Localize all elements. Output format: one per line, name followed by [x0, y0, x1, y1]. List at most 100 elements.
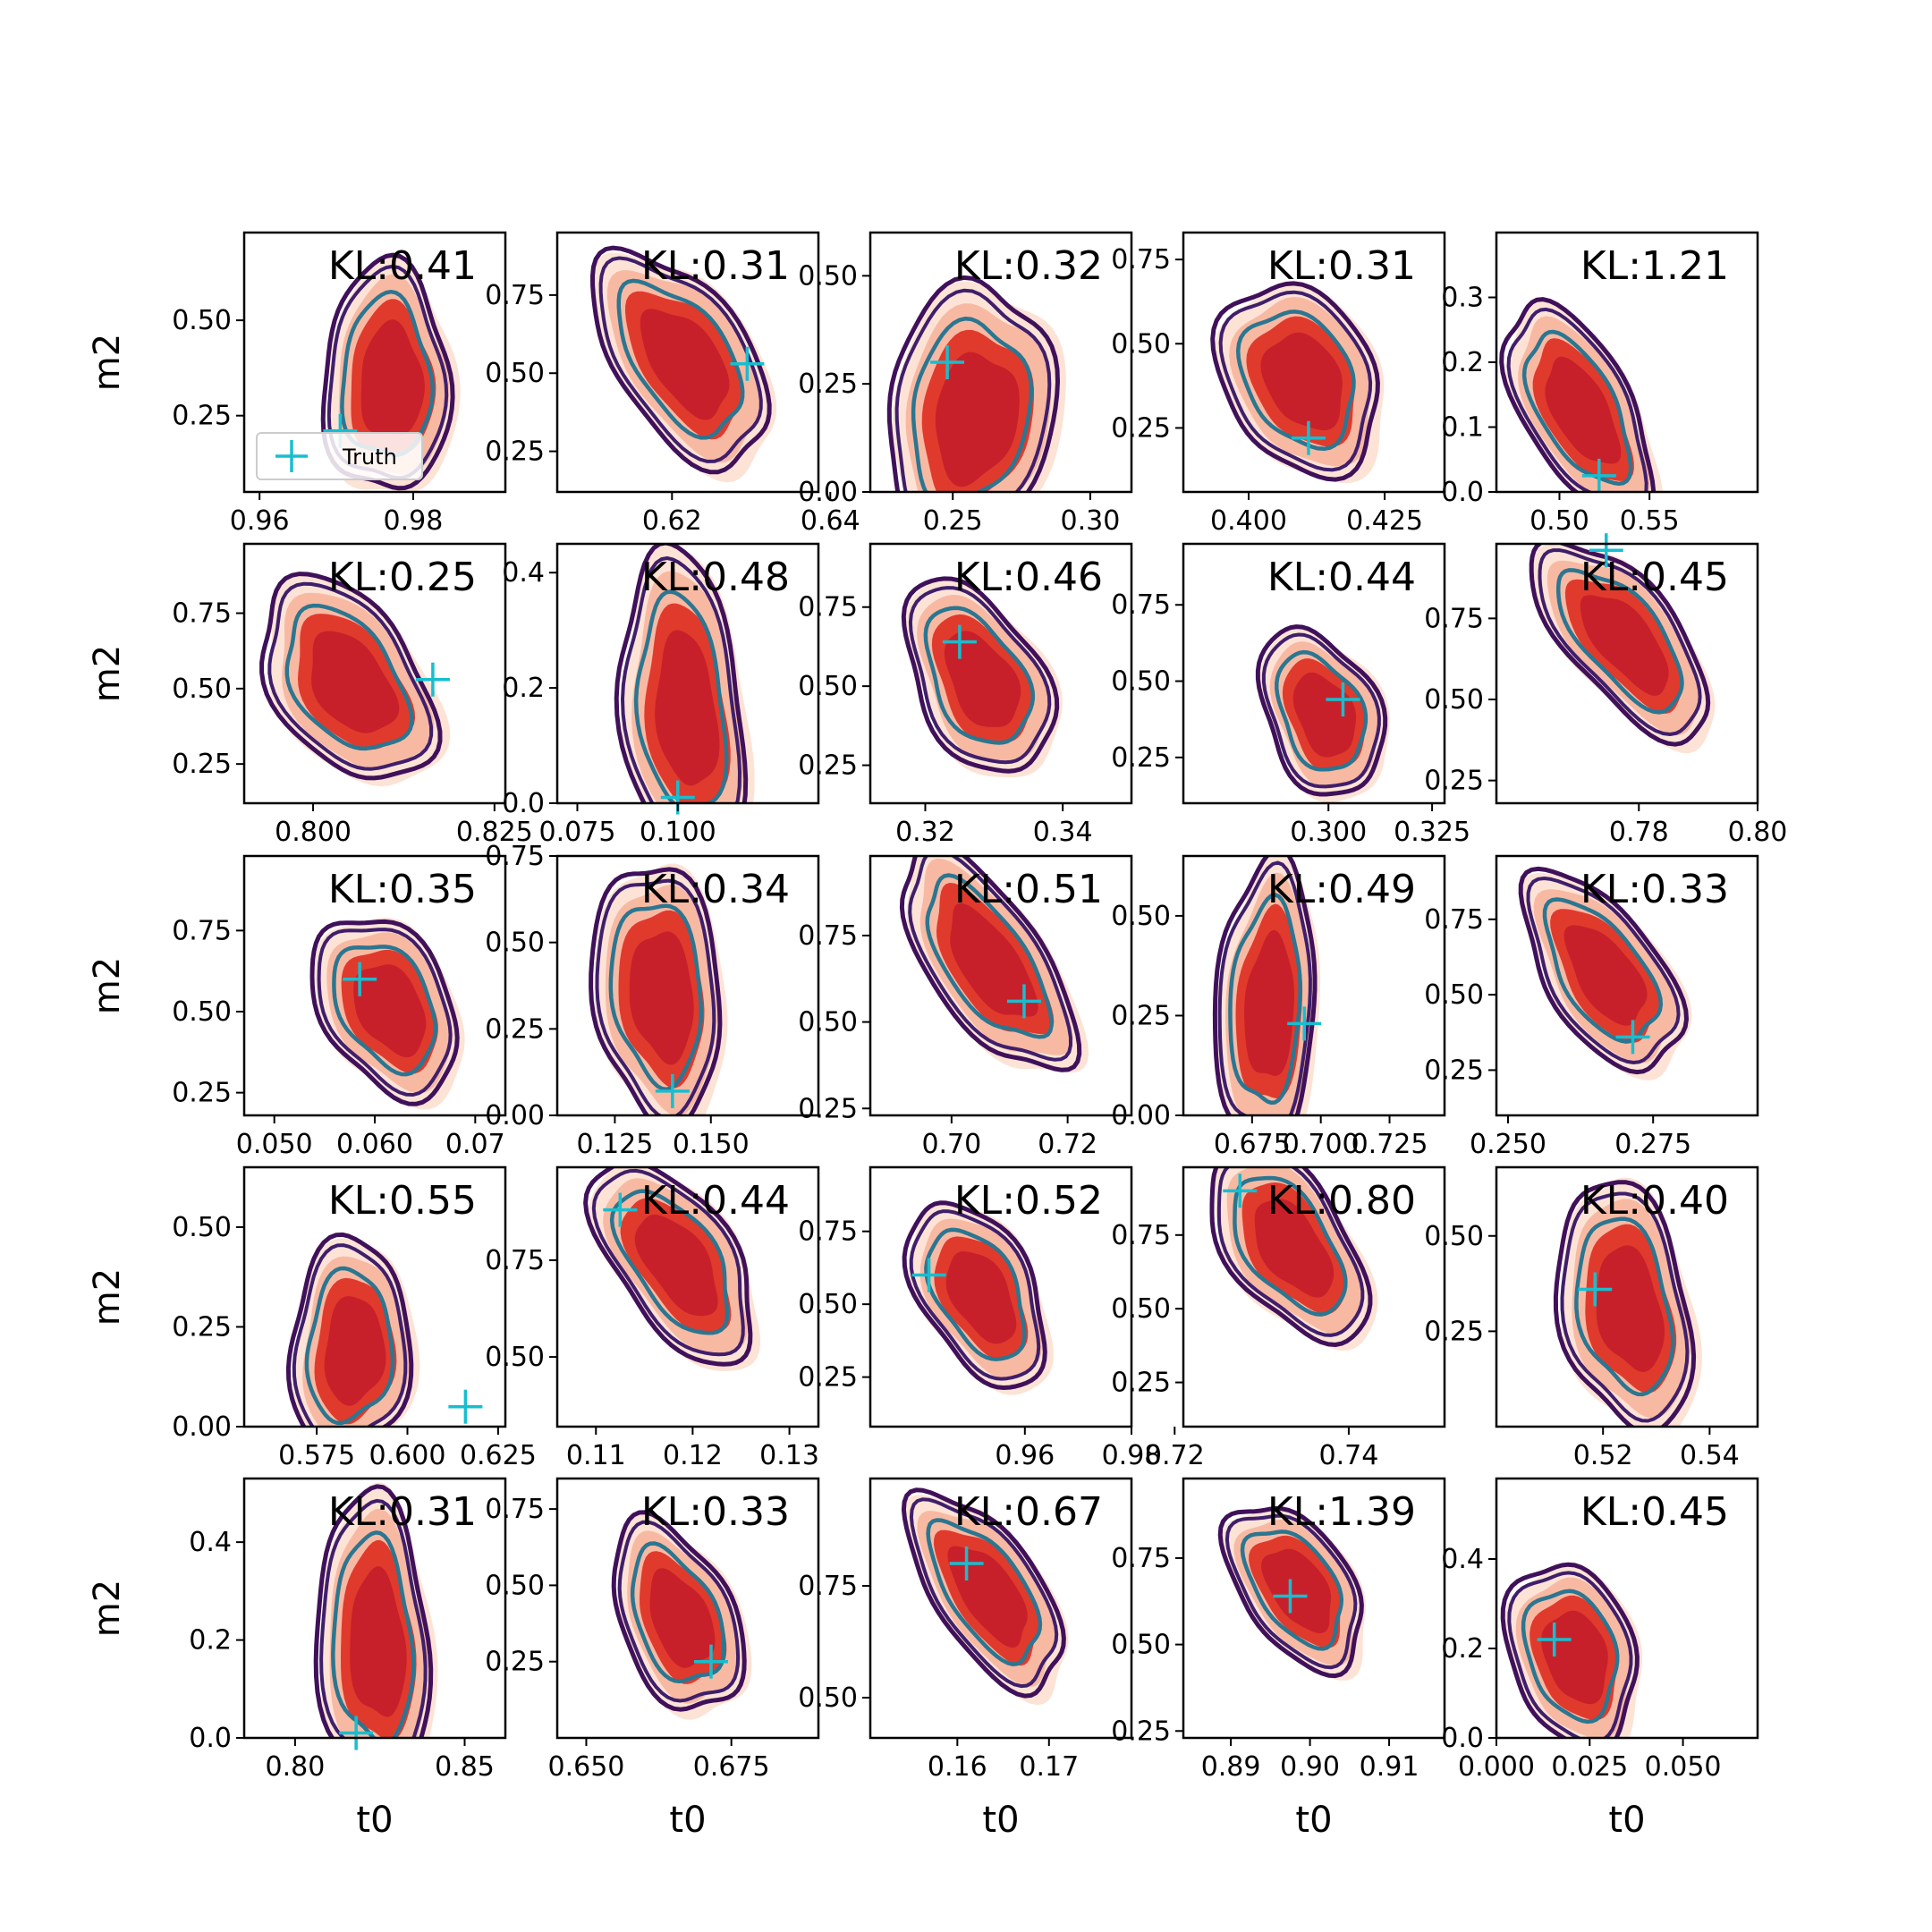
panel-1-1: 0.075 0.100 0.0 0.2 0.4 KL:0.48 — [502, 542, 820, 848]
x-tick-label: 0.62 — [642, 505, 702, 537]
contour-area — [1210, 281, 1385, 483]
contour-line-0 — [1210, 281, 1380, 482]
contour-line-0 — [901, 1487, 1066, 1699]
y-tick-label: 0.0 — [189, 1723, 232, 1754]
kl-label: KL:0.45 — [1580, 1489, 1729, 1535]
y-tick-label: 0.50 — [1424, 684, 1484, 716]
density-fill-3 — [360, 319, 425, 436]
x-tick-label: 0.07 — [445, 1129, 505, 1160]
y-tick-label: 0.50 — [172, 674, 232, 705]
contour-line-0 — [901, 576, 1060, 774]
y-tick-label: 0.50 — [172, 1212, 232, 1243]
y-tick-label: 0.50 — [798, 260, 858, 292]
contour-line-1 — [1218, 290, 1373, 472]
panel-4-1: 0.650 0.675 0.25 0.50 0.75 KL:0.33 t0 — [485, 1477, 820, 1841]
axes-frame — [1495, 854, 1759, 1117]
x-tick-label: 0.98 — [384, 505, 444, 537]
x-axis-label: t0 — [982, 1800, 1019, 1841]
y-tick-label: 0.25 — [1424, 1316, 1484, 1347]
kl-label: KL:0.32 — [954, 243, 1103, 289]
density-fill-3 — [1292, 672, 1357, 758]
x-tick-label: 0.050 — [1645, 1751, 1722, 1783]
panel-0-1: 0.62 0.64 0.25 0.50 0.75 KL:0.31 — [485, 231, 860, 537]
truth-marker — [1006, 984, 1041, 1019]
contour-line-2 — [1521, 329, 1633, 487]
contour-area — [583, 1167, 761, 1371]
truth-marker — [415, 662, 450, 697]
kl-label: KL:0.25 — [328, 555, 477, 600]
contour-line-2 — [608, 903, 704, 1092]
contour-line-1 — [909, 1209, 1041, 1381]
contour-line-2 — [630, 1541, 726, 1684]
y-tick-label: 0.2 — [189, 1625, 232, 1657]
y-axis-label: m2 — [87, 1268, 128, 1326]
y-tick-label: 0.1 — [1441, 412, 1484, 444]
contour-line-2 — [923, 606, 1036, 745]
kl-label: KL:0.44 — [641, 1178, 790, 1224]
kl-label: KL:1.21 — [1580, 243, 1729, 289]
panel-3-4: 0.52 0.54 0.25 0.50 KL:0.40 — [1424, 1165, 1759, 1471]
y-tick-label: 0.25 — [1111, 742, 1171, 774]
y-tick-label: 0.25 — [1111, 412, 1171, 444]
x-axis-label: t0 — [1608, 1800, 1645, 1841]
truth-marker — [730, 346, 765, 381]
y-axis-label: m2 — [87, 334, 128, 391]
y-tick-label: 0.50 — [1111, 901, 1171, 932]
contour-line-1 — [908, 586, 1052, 765]
truth-marker — [1537, 1623, 1572, 1657]
truth-marker — [1589, 533, 1623, 568]
contour-area — [309, 918, 465, 1110]
x-tick-label: 0.12 — [663, 1440, 723, 1471]
contour-area — [285, 1232, 420, 1427]
legend: Truth — [256, 432, 423, 480]
kl-label: KL:0.80 — [1267, 1178, 1416, 1224]
contour-line-1 — [1217, 860, 1312, 1115]
kl-label: KL:0.41 — [328, 243, 477, 289]
contour-line-0 — [886, 275, 1060, 492]
contour-line-2 — [1275, 649, 1368, 772]
contour-line-0 — [583, 1167, 753, 1367]
y-tick-label: 0.25 — [485, 1013, 545, 1045]
axes-frame — [242, 1165, 507, 1428]
contour-area — [1217, 1506, 1366, 1681]
density-fill-3 — [629, 931, 694, 1065]
truth-marker — [1326, 682, 1360, 716]
y-tick-label: 0.50 — [798, 671, 858, 702]
y-tick-label: 0.75 — [485, 841, 545, 872]
y-tick-label: 0.25 — [1424, 1055, 1484, 1086]
kl-label: KL:1.39 — [1267, 1489, 1416, 1535]
panel-1-2: 0.32 0.34 0.25 0.50 0.75 KL:0.46 — [798, 542, 1133, 848]
contour-line-0 — [1209, 1167, 1373, 1347]
contour-area — [1553, 1177, 1702, 1427]
y-tick-label: 0.75 — [1424, 904, 1484, 936]
contour-line-0 — [309, 919, 460, 1106]
y-axis-label: m2 — [87, 957, 128, 1014]
y-tick-label: 0.25 — [172, 749, 232, 780]
x-tick-label: 0.125 — [576, 1129, 653, 1160]
kl-label: KL:0.40 — [1580, 1178, 1729, 1224]
y-tick-label: 0.00 — [798, 477, 858, 508]
y-tick-label: 0.75 — [1111, 1220, 1171, 1251]
density-fill-3 — [1541, 1610, 1608, 1705]
truth-marker — [1287, 1006, 1322, 1041]
panel-2-0: 0.050 0.060 0.07 0.25 0.50 0.75 KL:0.35 m2 — [87, 854, 507, 1160]
axes-frame — [555, 854, 820, 1117]
density-fill-3 — [1261, 1548, 1332, 1633]
axes-frame — [869, 231, 1133, 494]
contour-line-2 — [1233, 1175, 1348, 1317]
x-tick-label: 0.78 — [1609, 817, 1669, 848]
x-tick-label: 0.650 — [547, 1751, 624, 1783]
panel-4-0: 0.80 0.85 0.0 0.2 0.4 KL:0.31 m2 t0 — [87, 1477, 507, 1841]
y-tick-label: 0.4 — [189, 1527, 232, 1558]
axes-frame — [242, 542, 507, 805]
contour-line-1 — [598, 256, 763, 463]
contour-line-2 — [304, 1266, 395, 1426]
contour-area — [902, 1200, 1054, 1395]
contour-area — [259, 572, 451, 787]
y-tick-label: 0.3 — [1441, 283, 1484, 314]
density-fill-3 — [1596, 1245, 1665, 1372]
axes-frame — [555, 542, 820, 805]
contour-line-0 — [1529, 544, 1711, 747]
y-tick-label: 0.75 — [798, 1571, 858, 1602]
axes-frame — [555, 1477, 820, 1740]
